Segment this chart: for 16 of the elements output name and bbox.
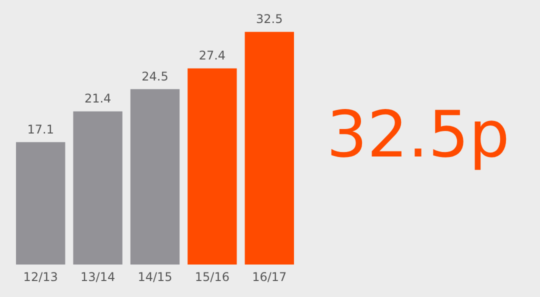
bar: [244, 32, 294, 265]
x-tick-label: 12/13: [23, 270, 58, 284]
data-label: 17.1: [27, 122, 54, 136]
x-tick-label: 14/15: [138, 270, 172, 284]
data-label: 32.5: [256, 12, 283, 26]
bar: [188, 68, 237, 265]
data-label: 27.4: [198, 48, 226, 63]
data-label: 24.5: [142, 69, 168, 84]
text: 32.5p: [326, 98, 510, 173]
data-label: 21.4: [84, 92, 112, 106]
bar: [73, 111, 122, 265]
x-tick-label: 16/17: [252, 270, 287, 284]
bar: [130, 89, 180, 265]
bar: [16, 142, 66, 265]
x-tick-label: 13/14: [80, 270, 116, 284]
x-tick-label: 15/16: [194, 270, 230, 284]
